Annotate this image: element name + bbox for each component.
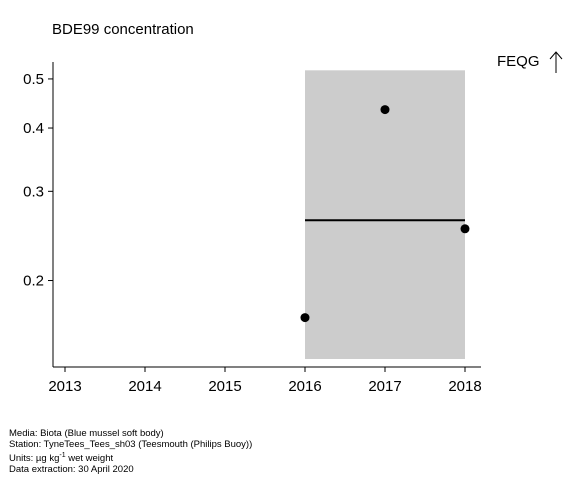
x-tick-label: 2018	[448, 378, 481, 395]
footnote-media: Media: Biota (Blue mussel soft body)	[9, 428, 164, 439]
footnote-units: Units: µg kg-1 wet weight	[9, 452, 114, 464]
footnote: Media: Biota (Blue mussel soft body) Sta…	[9, 428, 252, 475]
data-point	[380, 105, 390, 115]
y-tick-label: 0.5	[23, 71, 44, 88]
plot-area: 0.2 0.3 0.4 0.5 2013 2014 2015 2016 2017 2018	[23, 62, 482, 395]
y-tick-label: 0.3	[23, 183, 44, 200]
x-tick-label: 2016	[288, 378, 321, 395]
footnote-station: Station: TyneTees_Tees_sh03 (Teesmouth (…	[9, 439, 253, 450]
y-tick-label: 0.2	[23, 273, 44, 290]
x-tick-label: 2014	[128, 378, 161, 395]
confidence-band	[305, 70, 465, 359]
threshold-label: FEQG	[497, 53, 540, 70]
up-arrow-icon	[549, 51, 563, 73]
x-tick-label: 2013	[48, 378, 81, 395]
chart-title: BDE99 concentration	[52, 21, 194, 38]
data-point	[460, 224, 470, 234]
x-tick-label: 2015	[208, 378, 241, 395]
y-tick-label: 0.4	[23, 120, 44, 137]
x-tick-label: 2017	[368, 378, 401, 395]
data-point	[300, 313, 310, 323]
footnote-extraction: Data extraction: 30 April 2020	[9, 464, 134, 475]
